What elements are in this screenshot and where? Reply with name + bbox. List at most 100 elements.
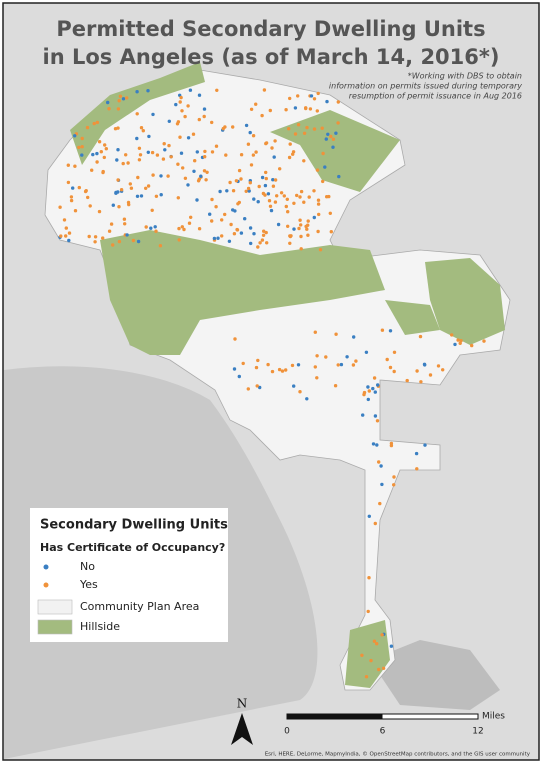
- unit-dot: [288, 241, 292, 245]
- unit-dot: [231, 208, 235, 212]
- unit-dot: [260, 113, 264, 118]
- unit-dot: [316, 198, 321, 202]
- unit-dot: [389, 644, 394, 648]
- unit-dot: [298, 218, 302, 222]
- unit-dot: [137, 146, 142, 150]
- unit-dot: [218, 189, 222, 194]
- unit-dot: [354, 359, 358, 363]
- unit-dot: [379, 464, 383, 468]
- unit-dot: [244, 189, 248, 193]
- unit-dot: [302, 200, 306, 204]
- unit-dot: [73, 134, 77, 138]
- unit-dot: [352, 335, 356, 339]
- unit-dot: [126, 161, 130, 165]
- unit-dot: [277, 367, 282, 372]
- unit-dot: [459, 339, 463, 343]
- unit-dot: [273, 139, 277, 143]
- hillsides: [70, 62, 505, 688]
- unit-dot: [135, 136, 139, 141]
- unit-dot: [80, 145, 84, 149]
- unit-dot: [312, 97, 317, 101]
- unit-dot: [317, 212, 321, 217]
- unit-dot: [373, 390, 377, 394]
- unit-dot: [67, 231, 72, 235]
- unit-dot: [91, 152, 95, 157]
- unit-dot: [101, 170, 105, 175]
- scale-tick-label: 6: [380, 727, 386, 737]
- unit-dot: [458, 341, 462, 345]
- unit-dot: [210, 219, 214, 223]
- unit-dot: [272, 155, 276, 159]
- unit-dot: [220, 234, 224, 238]
- unit-dot: [237, 168, 242, 173]
- unit-dot: [258, 241, 262, 245]
- unit-dot: [210, 197, 214, 202]
- unit-dot: [371, 442, 376, 446]
- unit-dot: [77, 145, 81, 150]
- unit-dot: [225, 189, 229, 193]
- unit-dot: [297, 226, 301, 231]
- unit-dot: [136, 239, 141, 244]
- unit-dot: [159, 174, 163, 178]
- unit-dot: [273, 200, 278, 204]
- unit-dot: [117, 99, 121, 103]
- unit-dot: [288, 234, 292, 238]
- unit-dot: [326, 132, 330, 136]
- unit-dot: [295, 193, 299, 198]
- unit-dot: [186, 104, 190, 108]
- unit-dot: [315, 376, 319, 380]
- unit-dot: [252, 197, 256, 201]
- unit-dot: [366, 397, 370, 402]
- unit-dot: [279, 191, 284, 195]
- unit-dot: [66, 180, 71, 185]
- unit-dot: [248, 226, 253, 230]
- unit-dot: [136, 175, 140, 180]
- unit-dot: [313, 330, 317, 334]
- unit-dot: [107, 229, 112, 233]
- unit-dot: [232, 232, 237, 236]
- unit-dot: [331, 145, 335, 149]
- unit-dot: [197, 117, 201, 122]
- unit-dot: [214, 205, 218, 209]
- unit-dot: [276, 222, 281, 227]
- legend-label: No: [80, 560, 95, 573]
- unit-dot: [278, 167, 282, 171]
- unit-dot: [180, 109, 184, 113]
- unit-dot: [375, 419, 380, 423]
- unit-dot: [103, 143, 107, 147]
- unit-dot: [154, 229, 158, 233]
- unit-dot: [248, 181, 252, 185]
- unit-dot: [216, 236, 220, 240]
- unit-dot: [364, 675, 369, 679]
- unit-dot: [304, 224, 308, 229]
- unit-dot: [208, 212, 212, 216]
- unit-dot: [197, 227, 202, 231]
- unit-dot: [392, 483, 396, 487]
- unit-dot: [482, 339, 486, 343]
- unit-dot: [299, 234, 303, 239]
- unit-dot: [375, 642, 379, 646]
- unit-dot: [92, 121, 96, 126]
- unit-dot: [155, 153, 160, 157]
- title-line: Permitted Secondary Dwelling Units: [56, 17, 485, 41]
- unit-dot: [287, 155, 292, 160]
- unit-dot: [369, 658, 373, 663]
- unit-dot: [204, 178, 208, 182]
- unit-dot: [192, 169, 196, 173]
- hillside: [270, 110, 400, 192]
- unit-dot: [367, 514, 371, 518]
- unit-dot: [377, 667, 381, 672]
- unit-dot: [286, 210, 290, 214]
- unit-dot: [197, 93, 202, 97]
- unit-dot: [221, 126, 225, 131]
- unit-dot: [251, 153, 256, 157]
- unit-dot: [360, 653, 364, 657]
- unit-dot: [306, 219, 310, 223]
- unit-dot: [178, 135, 182, 139]
- unit-dot: [167, 143, 171, 148]
- unit-dot: [268, 204, 273, 208]
- unit-dot: [73, 164, 77, 168]
- unit-dot: [137, 158, 142, 162]
- unit-dot: [305, 125, 309, 130]
